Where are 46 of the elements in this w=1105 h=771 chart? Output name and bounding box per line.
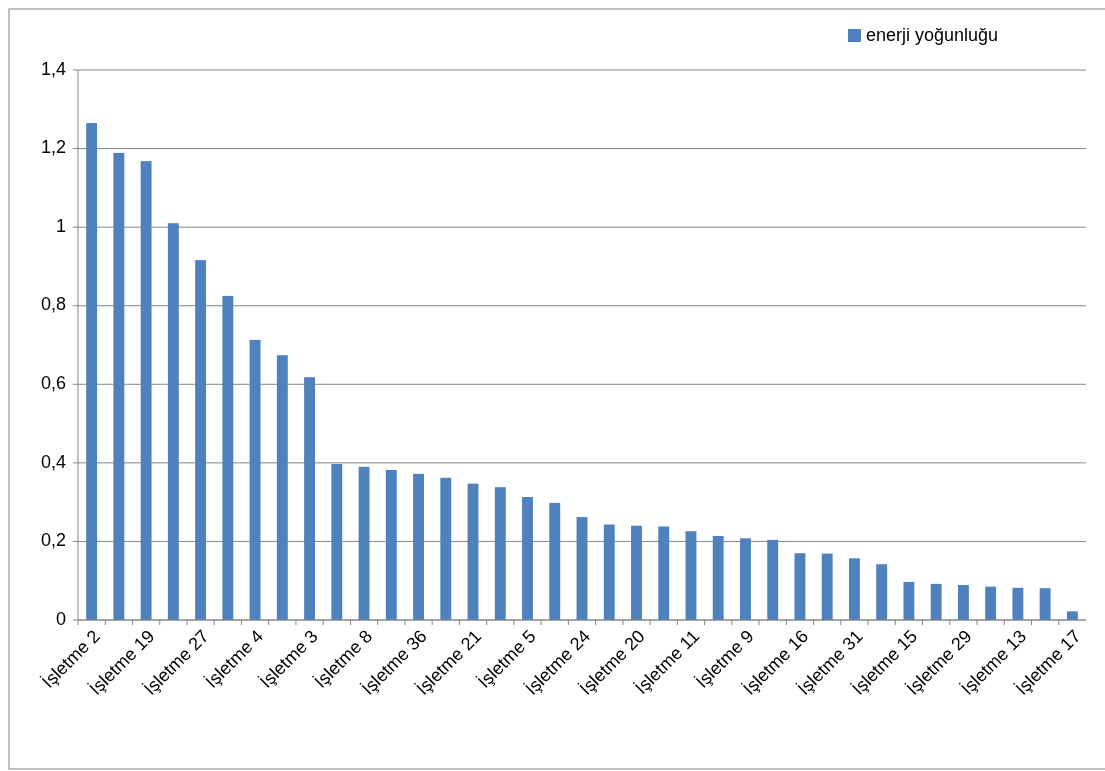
bar xyxy=(930,583,942,620)
bar xyxy=(249,339,261,620)
bar xyxy=(712,535,724,620)
bar xyxy=(1066,611,1078,620)
bar xyxy=(876,564,888,620)
y-tick-label: 1,4 xyxy=(40,58,66,79)
bar xyxy=(821,553,833,620)
bar xyxy=(957,585,969,620)
bar xyxy=(195,260,207,620)
legend-label: enerji yoğunluğu xyxy=(866,24,999,45)
y-tick-label: 0,2 xyxy=(40,530,66,551)
bar xyxy=(522,497,533,620)
bar xyxy=(603,524,615,620)
bar xyxy=(140,161,152,620)
bar xyxy=(631,525,642,620)
y-tick-label: 0,6 xyxy=(40,373,66,394)
bar xyxy=(385,469,397,620)
y-tick-label: 1 xyxy=(55,215,66,236)
bar xyxy=(658,526,670,620)
bar xyxy=(86,123,98,620)
y-tick-label: 0,4 xyxy=(40,451,66,472)
bar xyxy=(276,355,288,620)
bar xyxy=(740,538,751,620)
bar xyxy=(848,558,860,620)
bar xyxy=(767,539,779,620)
bar xyxy=(331,464,343,620)
bar xyxy=(413,473,424,620)
y-tick-label: 0,8 xyxy=(40,294,66,315)
bar xyxy=(1012,587,1024,620)
bar xyxy=(167,223,179,620)
y-tick-label: 1,2 xyxy=(40,137,66,158)
bar xyxy=(985,586,997,620)
y-tick-label: 0 xyxy=(55,608,66,629)
bar xyxy=(576,517,588,620)
bar xyxy=(794,553,806,620)
bar xyxy=(440,477,452,620)
bar xyxy=(903,581,915,620)
bar xyxy=(304,377,316,620)
bar xyxy=(467,483,479,620)
bar xyxy=(685,531,697,620)
bar xyxy=(358,466,370,620)
bar xyxy=(1039,588,1051,620)
bar xyxy=(549,502,561,620)
bar xyxy=(222,295,234,620)
bar xyxy=(113,152,125,620)
bar xyxy=(494,487,506,620)
